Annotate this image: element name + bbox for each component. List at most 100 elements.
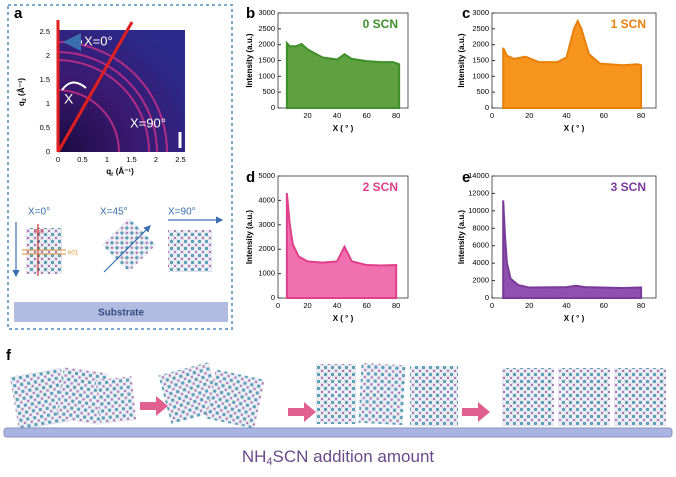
y-tick-label: 10000 bbox=[468, 206, 489, 215]
x-tick-label: 80 bbox=[392, 111, 400, 120]
y-tick-label: 4000 bbox=[258, 195, 275, 204]
tick-label: 1 bbox=[46, 99, 50, 108]
panel-label: a bbox=[14, 5, 23, 22]
qr-label: qr (Å⁻¹) bbox=[106, 167, 134, 177]
y-tick-label: 14000 bbox=[468, 171, 489, 180]
x-tick-label: 60 bbox=[600, 111, 608, 120]
x-tick-label: 60 bbox=[600, 301, 608, 310]
plane-label: 0k0 bbox=[34, 230, 44, 236]
y-axis-label: Intensity (a.u.) bbox=[457, 33, 466, 88]
x-tick-label: 0 bbox=[490, 301, 494, 310]
y-axis-label: Intensity (a.u.) bbox=[245, 33, 254, 88]
y-tick-label: 1500 bbox=[258, 55, 275, 64]
y-tick-label: 1500 bbox=[472, 55, 489, 64]
chi-line bbox=[56, 21, 134, 153]
area bbox=[502, 18, 643, 109]
x-tick-label: 60 bbox=[362, 301, 370, 310]
y-tick-label: 4000 bbox=[472, 258, 489, 267]
panel-label: f bbox=[6, 347, 12, 364]
area bbox=[502, 200, 643, 299]
x-axis-label: X ( ° ) bbox=[333, 314, 354, 323]
y-tick-label: 2000 bbox=[258, 40, 275, 49]
x-tick-label: 80 bbox=[637, 111, 645, 120]
tick-label: 2 bbox=[154, 155, 158, 164]
y-tick-label: 12000 bbox=[468, 188, 489, 197]
schematic-label: X=0° bbox=[28, 207, 50, 218]
chart-title: 2 SCN bbox=[363, 180, 398, 194]
y-tick-label: 5000 bbox=[258, 171, 275, 180]
tick-label: 0 bbox=[46, 147, 50, 156]
y-tick-label: 2000 bbox=[472, 276, 489, 285]
y-tick-label: 2000 bbox=[258, 244, 275, 253]
x-tick-label: 80 bbox=[637, 301, 645, 310]
tick-label: 1.5 bbox=[126, 155, 136, 164]
y-tick-label: 8000 bbox=[472, 223, 489, 232]
schematic-label: X=90° bbox=[168, 207, 196, 218]
chart-title: 1 SCN bbox=[611, 17, 646, 31]
chi90-label: X=90° bbox=[130, 115, 166, 130]
chart-title: 3 SCN bbox=[611, 180, 646, 194]
x-axis-label: X ( ° ) bbox=[564, 314, 585, 323]
x-tick-label: 40 bbox=[562, 301, 570, 310]
plane-label: h01 bbox=[68, 251, 79, 257]
panel-label: b bbox=[246, 5, 255, 22]
y-tick-label: 1000 bbox=[258, 269, 275, 278]
tick-label: 2.5 bbox=[175, 155, 185, 164]
y-tick-label: 500 bbox=[476, 87, 489, 96]
area bbox=[285, 40, 401, 109]
y-axis-label: Intensity (a.u.) bbox=[245, 210, 254, 265]
x-tick-label: 60 bbox=[362, 111, 370, 120]
y-tick-label: 3000 bbox=[258, 8, 275, 17]
y-tick-label: 1000 bbox=[472, 71, 489, 80]
tick-label: 2.5 bbox=[40, 27, 50, 36]
x-tick-label: 20 bbox=[303, 111, 311, 120]
x-tick-label: 20 bbox=[303, 301, 311, 310]
x-axis-label: X ( ° ) bbox=[333, 124, 354, 133]
plot-frame bbox=[491, 175, 657, 299]
x-axis-label: X ( ° ) bbox=[564, 124, 585, 133]
tick-label: 2 bbox=[46, 51, 50, 60]
area bbox=[285, 192, 398, 299]
schematic-label: X=45° bbox=[100, 207, 128, 218]
y-tick-label: 1000 bbox=[258, 71, 275, 80]
y-tick-label: 3000 bbox=[258, 220, 275, 229]
y-tick-label: 0 bbox=[271, 293, 275, 302]
chi-label: X bbox=[64, 91, 74, 107]
substrate-label: Substrate bbox=[98, 308, 145, 319]
y-tick-label: 3000 bbox=[472, 8, 489, 17]
panel-label: e bbox=[462, 169, 470, 186]
y-tick-label: 2000 bbox=[472, 40, 489, 49]
y-axis-label: Intensity (a.u.) bbox=[457, 210, 466, 265]
tick-label: 0.5 bbox=[77, 155, 87, 164]
x-tick-label: 20 bbox=[525, 111, 533, 120]
x-tick-label: 0 bbox=[490, 111, 494, 120]
x-tick-label: 20 bbox=[525, 301, 533, 310]
y-tick-label: 0 bbox=[271, 103, 275, 112]
x-tick-label: 80 bbox=[392, 301, 400, 310]
y-tick-label: 6000 bbox=[472, 241, 489, 250]
chart-title: 0 SCN bbox=[363, 17, 398, 31]
panel-a-frame bbox=[7, 4, 233, 330]
schematic bbox=[12, 216, 228, 322]
tick-label: 0.5 bbox=[40, 123, 50, 132]
chi0-label: X=0° bbox=[84, 33, 113, 48]
y-tick-label: 2500 bbox=[472, 24, 489, 33]
panel-label: c bbox=[462, 5, 470, 22]
y-tick-label: 500 bbox=[262, 87, 275, 96]
caption: NH4SCN addition amount bbox=[242, 447, 435, 467]
x-tick-label: 40 bbox=[562, 111, 570, 120]
y-tick-label: 2500 bbox=[258, 24, 275, 33]
panel-label: d bbox=[246, 169, 255, 186]
tick-label: 1 bbox=[105, 155, 109, 164]
qz-label: qz (Å⁻¹) bbox=[17, 78, 27, 106]
x-tick-label: 0 bbox=[276, 301, 280, 310]
y-tick-label: 0 bbox=[485, 103, 489, 112]
arrow bbox=[61, 81, 87, 91]
y-tick-label: 0 bbox=[485, 293, 489, 302]
tick-label: 0 bbox=[56, 155, 60, 164]
tick-label: 1.5 bbox=[40, 75, 50, 84]
x-tick-label: 40 bbox=[333, 111, 341, 120]
crystal-film bbox=[3, 362, 673, 438]
x-tick-label: 40 bbox=[333, 301, 341, 310]
